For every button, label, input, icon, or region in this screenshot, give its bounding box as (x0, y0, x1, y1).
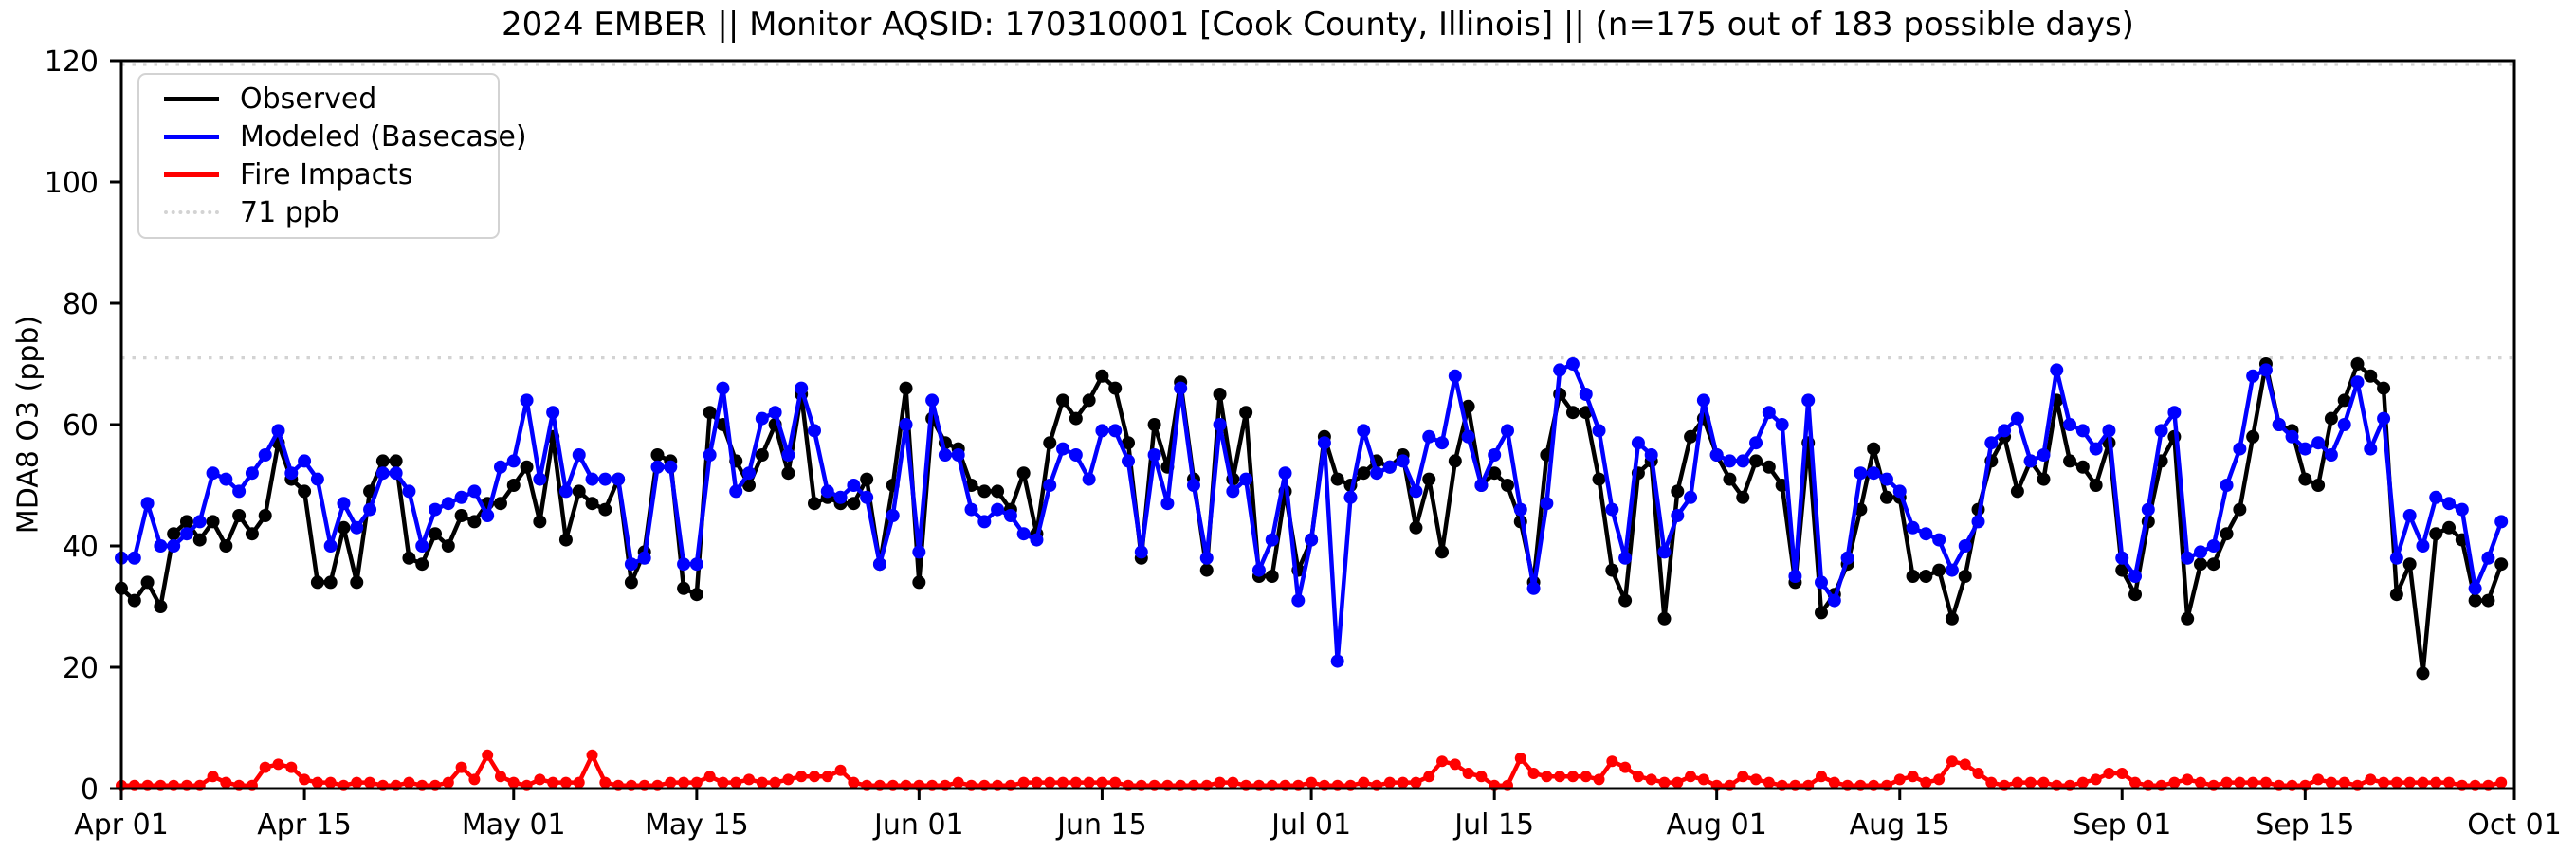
legend-label-threshold: 71 ppb (240, 195, 339, 229)
y-tick-label: 20 (63, 652, 99, 685)
chart-title: 2024 EMBER || Monitor AQSID: 170310001 [… (502, 6, 2134, 44)
fire-line-sample (164, 172, 219, 177)
y-tick-label: 80 (63, 288, 99, 321)
x-axis: Apr 01 Apr 15 May 01 May 15 Jun 01 Jun 15 Jul … (74, 789, 2562, 842)
x-tick-label: Aug 15 (1850, 808, 1950, 842)
legend-row-threshold: 71 ppb (139, 193, 498, 231)
y-tick-label: 60 (63, 409, 99, 443)
series-modeled-basecase- (115, 357, 2509, 668)
y-tick-label: 0 (81, 773, 99, 807)
x-tick-label: Oct 01 (2467, 808, 2562, 842)
y-tick-label: 120 (45, 45, 99, 79)
series-fire-impacts (116, 749, 2508, 791)
series-observed (115, 357, 2509, 681)
x-tick-label: Jun 01 (872, 808, 964, 842)
legend-row-fire: Fire Impacts (139, 156, 498, 194)
x-tick-label: May 15 (645, 808, 749, 842)
x-tick-label: Apr 01 (74, 808, 169, 842)
y-tick-label: 100 (45, 167, 99, 200)
x-tick-label: Apr 15 (257, 808, 352, 842)
x-tick-label: Sep 01 (2073, 808, 2171, 842)
modeled-line-sample (164, 135, 219, 140)
legend-box: Observed Modeled (Basecase) Fire Impacts… (137, 73, 527, 239)
x-tick-label: Sep 15 (2256, 808, 2354, 842)
legend-label-modeled: Modeled (Basecase) (240, 120, 527, 154)
legend-row-observed: Observed (139, 81, 498, 118)
x-tick-label: Jul 01 (1270, 808, 1351, 842)
x-tick-label: May 01 (462, 808, 566, 842)
threshold-line-sample (164, 210, 219, 215)
y-axis: 0 20 40 60 80 100 120 (45, 45, 121, 807)
x-tick-label: Jun 15 (1055, 808, 1147, 842)
x-tick-label: Jul 15 (1452, 808, 1534, 842)
legend-row-modeled: Modeled (Basecase) (139, 118, 527, 156)
legend-label-fire: Fire Impacts (240, 157, 413, 191)
legend-label-observed: Observed (240, 82, 377, 117)
y-axis-label: MDA8 O3 (ppb) (11, 315, 46, 535)
observed-line-sample (164, 97, 219, 102)
x-tick-label: Aug 01 (1667, 808, 1767, 842)
y-tick-label: 40 (63, 531, 99, 564)
